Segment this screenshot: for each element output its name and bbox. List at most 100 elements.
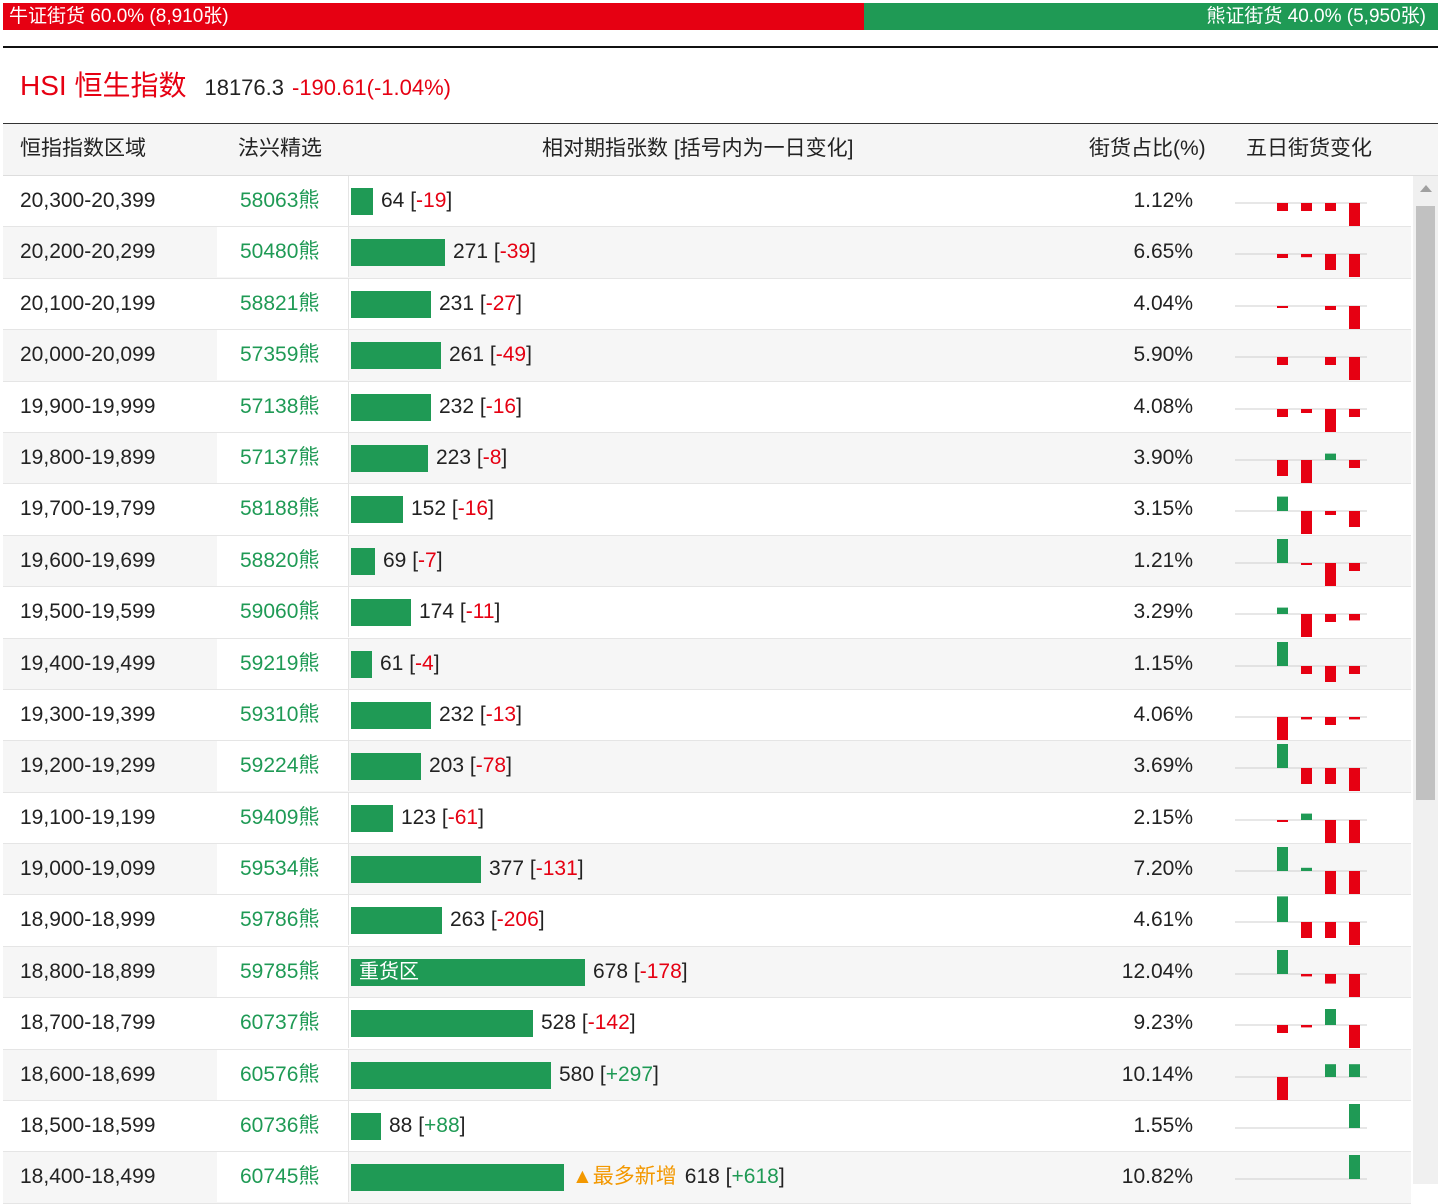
trend-bar: [1301, 203, 1312, 211]
warrant-code-link[interactable]: 59534熊: [240, 857, 320, 881]
table-row[interactable]: 19,500-19,599 59060熊 174 [-11] 3.29%: [3, 587, 1411, 639]
contracts-count: 223 [-8]: [436, 445, 508, 469]
warrant-code-link[interactable]: 59219熊: [240, 651, 320, 675]
warrant-code-link[interactable]: 59785熊: [240, 959, 320, 983]
count-value: 203: [429, 754, 465, 778]
ratio-cell: 4.61%: [1133, 908, 1193, 932]
warrant-code-link[interactable]: 57138熊: [240, 394, 320, 418]
range-cell: 19,900-19,999: [20, 394, 156, 418]
header-ratio: 街货占比(%): [1089, 137, 1206, 160]
ratio-cell: 2.15%: [1133, 805, 1193, 829]
five-day-trend-chart: [1235, 305, 1367, 329]
trend-bar: [1349, 459, 1360, 468]
warrant-code-link[interactable]: 60576熊: [240, 1062, 320, 1086]
scroll-thumb[interactable]: [1416, 206, 1435, 800]
table-row[interactable]: 18,400-18,499 60745熊 ▲最多新增 618 [+618] 10.82%: [3, 1152, 1411, 1204]
ratio-cell: 1.21%: [1133, 548, 1193, 572]
table-row[interactable]: 19,900-19,999 57138熊 232 [-16] 4.08%: [3, 381, 1411, 433]
index-name[interactable]: HSI 恒生指数: [20, 70, 187, 101]
trend-bar: [1349, 665, 1360, 674]
count-value: 174: [419, 600, 455, 624]
table-row[interactable]: 18,600-18,699 60576熊 580 [+297] 10.14%: [3, 1049, 1411, 1102]
table-row[interactable]: 18,900-18,999 59786熊 263 [-206] 4.61%: [3, 895, 1411, 947]
range-cell: 19,700-19,799: [20, 497, 156, 521]
warrant-code-link[interactable]: 58820熊: [240, 548, 320, 572]
table-row[interactable]: 19,800-19,899 57137熊 223 [-8] 3.90%: [3, 432, 1411, 485]
trend-bar: [1277, 459, 1288, 476]
warrant-code-link[interactable]: 58821熊: [240, 291, 320, 315]
trend-bar: [1277, 716, 1288, 740]
warrant-code-link[interactable]: 59224熊: [240, 754, 320, 778]
contracts-bar: [351, 1113, 381, 1141]
trend-bar: [1277, 819, 1288, 822]
pick-cell: 58063熊: [217, 176, 349, 226]
count-value: 528: [541, 1011, 577, 1035]
contracts-count: 377 [-131]: [489, 857, 584, 881]
warrant-code-link[interactable]: 59786熊: [240, 908, 320, 932]
count-delta: -131: [535, 857, 578, 881]
table-row[interactable]: 19,700-19,799 58188熊 152 [-16] 3.15%: [3, 484, 1411, 536]
contracts-count: 580 [+297]: [559, 1062, 659, 1086]
trend-bar: [1301, 1025, 1312, 1028]
table-row[interactable]: 18,700-18,799 60737熊 528 [-142] 9.23%: [3, 998, 1411, 1050]
trend-bar: [1349, 1025, 1360, 1049]
warrant-code-link[interactable]: 59060熊: [240, 600, 320, 624]
count-value: 152: [411, 497, 447, 521]
scroll-up-arrow-icon[interactable]: [1413, 176, 1438, 200]
trend-bar: [1349, 203, 1360, 226]
five-day-trend-chart: [1235, 496, 1367, 535]
count-delta: -78: [475, 754, 507, 778]
five-day-trend-chart: [1235, 253, 1367, 278]
ratio-cell: 9.23%: [1133, 1011, 1193, 1035]
count-value: 377: [489, 857, 525, 881]
table-row[interactable]: 19,100-19,199 59409熊 123 [-61] 2.15%: [3, 792, 1411, 845]
cbbc-table: 恒指指数区域 法兴精选 相对期指张数 [括号内为一日变化] 街货占比(%) 五日…: [3, 123, 1438, 1204]
table-row[interactable]: 19,600-19,699 58820熊 69 [-7] 1.21%: [3, 535, 1411, 588]
trend-bar: [1277, 538, 1288, 563]
count-value: 232: [439, 702, 475, 726]
count-value: 618: [684, 1165, 720, 1189]
warrant-code-link[interactable]: 58188熊: [240, 497, 320, 521]
five-day-trend-chart: [1235, 1155, 1367, 1180]
warrant-code-link[interactable]: 57137熊: [240, 445, 320, 469]
header-trend: 五日街货变化: [1246, 137, 1372, 160]
contracts-bar: [351, 547, 375, 575]
warrant-code-link[interactable]: 60737熊: [240, 1011, 320, 1035]
contracts-bar: [351, 701, 431, 729]
pick-cell: 60576熊: [217, 1049, 349, 1100]
table-row[interactable]: 19,200-19,299 59224熊 203 [-78] 3.69%: [3, 741, 1411, 793]
table-row[interactable]: 19,400-19,499 59219熊 61 [-4] 1.15%: [3, 638, 1411, 690]
contracts-count: 88 [+88]: [389, 1114, 466, 1138]
trend-bar: [1301, 562, 1312, 565]
count-delta: -39: [499, 240, 531, 264]
pick-cell: 60736熊: [217, 1101, 349, 1152]
trend-bar: [1301, 511, 1312, 535]
table-body: 20,300-20,399 58063熊 64 [-19] 1.12% 20,200-2…: [3, 176, 1411, 1204]
table-row[interactable]: 19,000-19,099 59534熊 377 [-131] 7.20%: [3, 844, 1411, 896]
warrant-code-link[interactable]: 50480熊: [240, 240, 320, 264]
trend-bar: [1325, 357, 1336, 366]
trend-bar: [1301, 254, 1312, 258]
trend-bar: [1301, 813, 1312, 820]
table-row[interactable]: 18,800-18,899 59785熊 重货区 678 [-178] 12.04%: [3, 946, 1411, 999]
scrollbar[interactable]: [1413, 176, 1438, 1184]
table-row[interactable]: 20,100-20,199 58821熊 231 [-27] 4.04%: [3, 278, 1411, 331]
warrant-code-link[interactable]: 60736熊: [240, 1114, 320, 1138]
range-cell: 18,600-18,699: [20, 1062, 156, 1086]
warrant-code-link[interactable]: 57359熊: [240, 343, 320, 367]
ratio-cell: 1.15%: [1133, 651, 1193, 675]
range-cell: 18,800-18,899: [20, 959, 156, 983]
pick-cell: 57359熊: [217, 330, 349, 381]
range-cell: 18,900-18,999: [20, 908, 156, 932]
table-row[interactable]: 20,000-20,099 57359熊 261 [-49] 5.90%: [3, 330, 1411, 382]
table-row[interactable]: 19,300-19,399 59310熊 232 [-13] 4.06%: [3, 689, 1411, 742]
table-row[interactable]: 20,300-20,399 58063熊 64 [-19] 1.12%: [3, 176, 1411, 228]
warrant-code-link[interactable]: 59409熊: [240, 805, 320, 829]
warrant-code-link[interactable]: 59310熊: [240, 702, 320, 726]
count-delta: -178: [639, 959, 682, 983]
table-row[interactable]: 18,500-18,599 60736熊 88 [+88] 1.55%: [3, 1101, 1411, 1153]
ratio-cell: 4.06%: [1133, 702, 1193, 726]
warrant-code-link[interactable]: 58063熊: [240, 189, 320, 212]
warrant-code-link[interactable]: 60745熊: [240, 1165, 320, 1189]
table-row[interactable]: 20,200-20,299 50480熊 271 [-39] 6.65%: [3, 227, 1411, 279]
